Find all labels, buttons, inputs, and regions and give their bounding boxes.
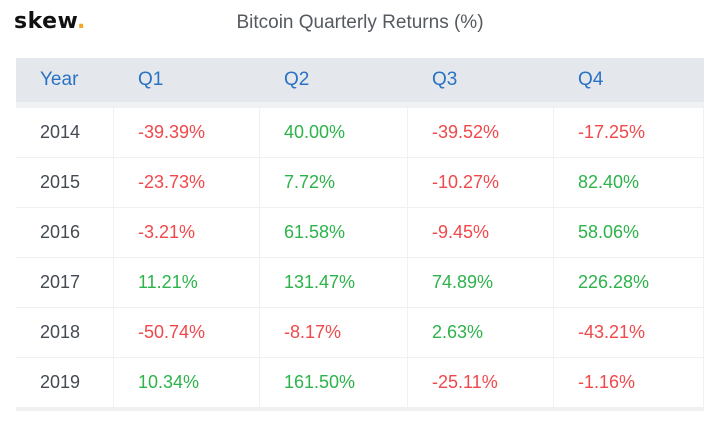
year-cell: 2016 <box>16 208 114 258</box>
chart-title: Bitcoin Quarterly Returns (%) <box>236 12 484 33</box>
table-body: 2014 -39.39% 40.00% -39.52% -17.25% 2015 -23.7… <box>16 102 704 408</box>
return-cell: -1.16% <box>554 358 704 408</box>
table-row: 2019 10.34% 161.50% -25.11% -1.16% <box>16 358 704 408</box>
column-header-q4: Q4 <box>554 58 704 102</box>
table-row: 2015 -23.73% 7.72% -10.27% 82.40% <box>16 158 704 208</box>
column-header-q2: Q2 <box>260 58 408 102</box>
year-cell: 2018 <box>16 308 114 358</box>
year-cell: 2014 <box>16 102 114 158</box>
return-cell: -50.74% <box>114 308 260 358</box>
return-cell: -3.21% <box>114 208 260 258</box>
return-cell: -43.21% <box>554 308 704 358</box>
return-cell: 82.40% <box>554 158 704 208</box>
return-cell: -8.17% <box>260 308 408 358</box>
table-header: Year Q1 Q2 Q3 Q4 <box>16 58 704 102</box>
table-row: 2016 -3.21% 61.58% -9.45% 58.06% <box>16 208 704 258</box>
return-cell: 11.21% <box>114 258 260 308</box>
return-cell: 74.89% <box>408 258 554 308</box>
column-header-q3: Q3 <box>408 58 554 102</box>
logo-text: skew <box>14 9 77 34</box>
table-row: 2014 -39.39% 40.00% -39.52% -17.25% <box>16 102 704 158</box>
return-cell: 61.58% <box>260 208 408 258</box>
header-row: Year Q1 Q2 Q3 Q4 <box>16 58 704 102</box>
column-header-year: Year <box>16 58 114 102</box>
skew-logo: skew. <box>14 9 86 35</box>
return-cell: -39.39% <box>114 102 260 158</box>
table-row: 2017 11.21% 131.47% 74.89% 226.28% <box>16 258 704 308</box>
return-cell: -10.27% <box>408 158 554 208</box>
return-cell: 131.47% <box>260 258 408 308</box>
year-cell: 2019 <box>16 358 114 408</box>
return-cell: 58.06% <box>554 208 704 258</box>
return-cell: -23.73% <box>114 158 260 208</box>
returns-table: Year Q1 Q2 Q3 Q4 2014 -39.39% 40.00% -39.52% -17… <box>16 58 704 408</box>
return-cell: 2.63% <box>408 308 554 358</box>
return-cell: -9.45% <box>408 208 554 258</box>
return-cell: 226.28% <box>554 258 704 308</box>
return-cell: -17.25% <box>554 102 704 158</box>
return-cell: -39.52% <box>408 102 554 158</box>
return-cell: 40.00% <box>260 102 408 158</box>
return-cell: 161.50% <box>260 358 408 408</box>
year-cell: 2015 <box>16 158 114 208</box>
logo-dot: . <box>76 9 86 34</box>
returns-table-container: Year Q1 Q2 Q3 Q4 2014 -39.39% 40.00% -39.52% -17… <box>16 58 704 411</box>
return-cell: 10.34% <box>114 358 260 408</box>
year-cell: 2017 <box>16 258 114 308</box>
return-cell: -25.11% <box>408 358 554 408</box>
column-header-q1: Q1 <box>114 58 260 102</box>
return-cell: 7.72% <box>260 158 408 208</box>
table-row: 2018 -50.74% -8.17% 2.63% -43.21% <box>16 308 704 358</box>
